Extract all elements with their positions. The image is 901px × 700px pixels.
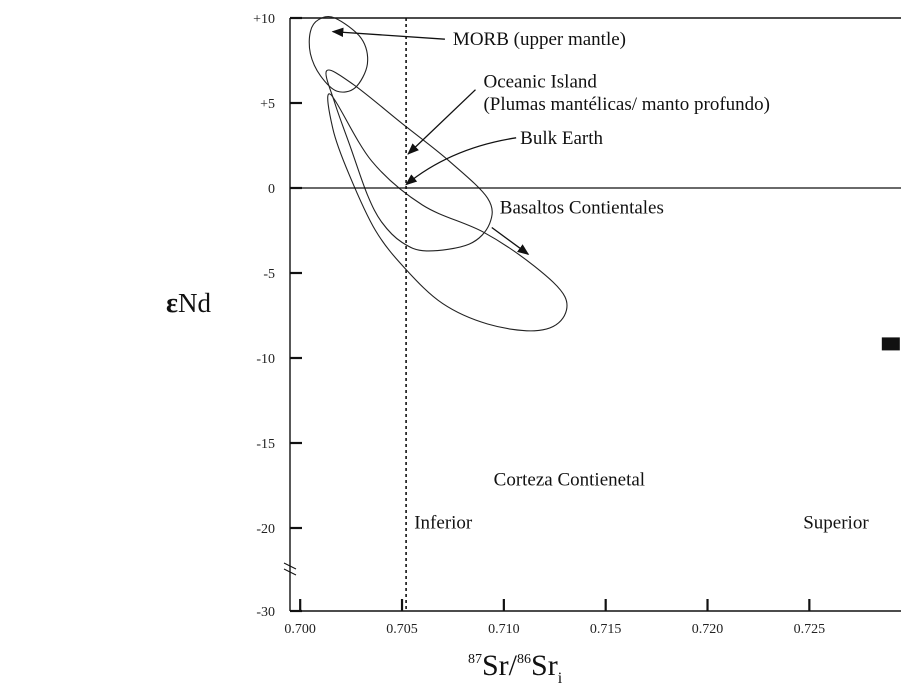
annotation-label-1: Oceanic Island xyxy=(483,72,597,93)
y-tick-label-5: -15 xyxy=(256,437,275,452)
y-axis-title-text: Nd xyxy=(178,288,211,318)
y-tick-label-6: -20 xyxy=(256,522,275,537)
field-outline-0 xyxy=(308,16,369,93)
x-title-sup2: 86 xyxy=(517,652,531,667)
x-title-sup1: 87 xyxy=(468,652,482,667)
axis-break-mark-1 xyxy=(283,562,297,570)
y-axis-title-symbol: ε xyxy=(166,288,178,319)
axes-layer: 0.700 0.705 0.710 0.715 0.720 0.725 +10 +5 0 -5 -1… xyxy=(166,12,825,687)
x-axis-title: 87Sr/86Sri xyxy=(468,649,563,687)
y-tick-label-4: -10 xyxy=(256,352,275,367)
annotation-arrow-3 xyxy=(405,137,517,186)
x-tick-label-2: 0.710 xyxy=(488,622,520,637)
annotation-label-3: Bulk Earth xyxy=(520,128,603,149)
x-title-sub: i xyxy=(558,670,563,687)
annotation-arrow-1 xyxy=(407,89,476,155)
axis-break-mark-2 xyxy=(283,568,297,576)
x-tick-label-5: 0.725 xyxy=(794,622,826,637)
y-tick-label-1: +5 xyxy=(260,97,275,112)
points-layer xyxy=(881,337,900,351)
y-axis-title: εNd xyxy=(166,288,211,319)
annotations-layer: MORB (upper mantle) Oceanic Island(Plumas… xyxy=(331,27,869,534)
x-title-main2: Sr xyxy=(531,649,558,682)
y-tick-label-3: -5 xyxy=(263,267,275,282)
y-tick-label-0: +10 xyxy=(253,12,275,27)
annotation-arrow-0 xyxy=(331,27,445,40)
field-outline-2 xyxy=(327,93,568,332)
fields-layer xyxy=(308,16,568,332)
annotation-label-7: Superior xyxy=(803,513,869,534)
annotation-label-5: Corteza Contienetal xyxy=(494,470,645,491)
x-tick-label-3: 0.715 xyxy=(590,622,622,637)
y-tick-label-2: 0 xyxy=(268,182,275,197)
reference-lines-layer xyxy=(290,18,901,611)
annotation-arrow-4 xyxy=(491,226,530,255)
x-title-main1: Sr/ xyxy=(482,649,518,682)
plot-frame-layer xyxy=(289,17,901,612)
annotation-label-2: (Plumas mantélicas/ manto profundo) xyxy=(483,94,770,115)
y-tick-label-7: -30 xyxy=(256,605,275,620)
annotation-label-6: Inferior xyxy=(414,513,473,534)
annotation-label-0: MORB (upper mantle) xyxy=(453,29,626,50)
data-point-square-0 xyxy=(881,337,900,351)
x-tick-label-0: 0.700 xyxy=(284,622,316,637)
x-tick-label-1: 0.705 xyxy=(386,622,418,637)
x-tick-label-4: 0.720 xyxy=(692,622,724,637)
annotation-label-4: Basaltos Contientales xyxy=(500,198,664,219)
